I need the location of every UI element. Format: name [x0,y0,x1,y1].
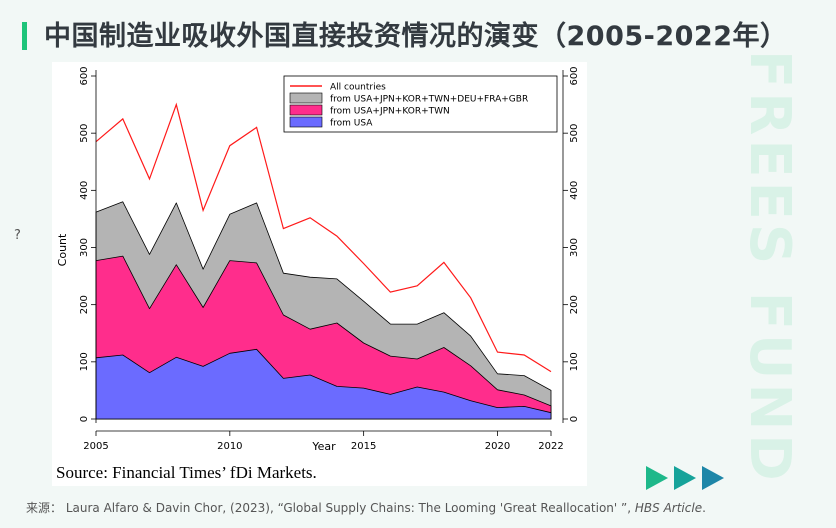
y-tick-label-left-600: 600 [79,66,90,85]
y-tick-label-left-400: 400 [79,181,90,200]
legend-label-4: from USA [330,119,373,129]
arrow-3-icon [702,466,724,490]
x-tick-label-2015: 2015 [351,441,376,452]
line-layer [95,102,552,373]
footer-source: 来源： Laura Alfaro & Davin Chor, (2023), “… [26,499,706,516]
legend: All countries from USA+JPN+KOR+TWN+DEU+FR… [283,75,558,133]
y-tick-label-right-500: 500 [569,124,580,143]
legend-swatch-4 [289,116,323,128]
side-mark: ? [14,228,21,243]
legend-label-2: from USA+JPN+KOR+TWN+DEU+FRA+GBR [330,95,528,105]
title-accent-bar [22,22,27,50]
chart-source-note: Source: Financial Times’ fDi Markets. [56,463,317,482]
y-tick-label-right-100: 100 [569,352,580,371]
x-tick-label-2020: 2020 [485,441,510,452]
footer-end: . [702,501,706,515]
x-axis-label: Year [311,440,336,453]
legend-label-3: from USA+JPN+KOR+TWN [330,107,450,117]
y-tick-label-left-0: 0 [79,416,90,422]
footer-prefix: 来源： [26,501,63,515]
area-series-3 [95,348,552,420]
line-series-1 [95,102,552,373]
legend-swatch-2 [289,92,323,104]
area-layer [95,201,552,420]
y-axis-label: Count [56,233,69,266]
play-arrows-icon [646,466,724,490]
footer-citation: Laura Alfaro & Davin Chor, (2023), “Glob… [65,501,632,515]
chart-panel: 0 0 100 100 200 200 300 300 400 400 500 500 600 600 20… [52,62,587,486]
legend-swatch-3 [289,104,323,116]
y-tick-label-right-400: 400 [569,181,580,200]
y-tick-label-right-300: 300 [569,238,580,257]
fdi-area-chart: 0 0 100 100 200 200 300 300 400 400 500 500 600 600 20… [52,62,587,486]
arrow-1-icon [646,466,668,490]
y-tick-label-right-200: 200 [569,295,580,314]
y-tick-label-right-600: 600 [569,66,580,85]
y-tick-label-right-0: 0 [569,416,580,422]
footer-journal: HBS Article [634,501,703,515]
y-tick-label-left-500: 500 [79,124,90,143]
y-tick-label-left-200: 200 [79,295,90,314]
legend-box [283,75,558,133]
arrow-2-icon [674,466,696,490]
y-tick-label-left-300: 300 [79,238,90,257]
legend-label-1: All countries [330,83,386,93]
y-tick-label-left-100: 100 [79,352,90,371]
watermark-text: FREES FUND [737,50,802,485]
axes-layer: 0 0 100 100 200 200 300 300 400 400 500 500 600 600 20… [79,66,580,452]
page-title: 中国制造业吸收外国直接投资情况的演变（2005-2022年） [44,21,788,52]
x-tick-label-2022: 2022 [538,441,563,452]
x-tick-label-2010: 2010 [217,441,242,452]
x-tick-label-2005: 2005 [83,441,108,452]
